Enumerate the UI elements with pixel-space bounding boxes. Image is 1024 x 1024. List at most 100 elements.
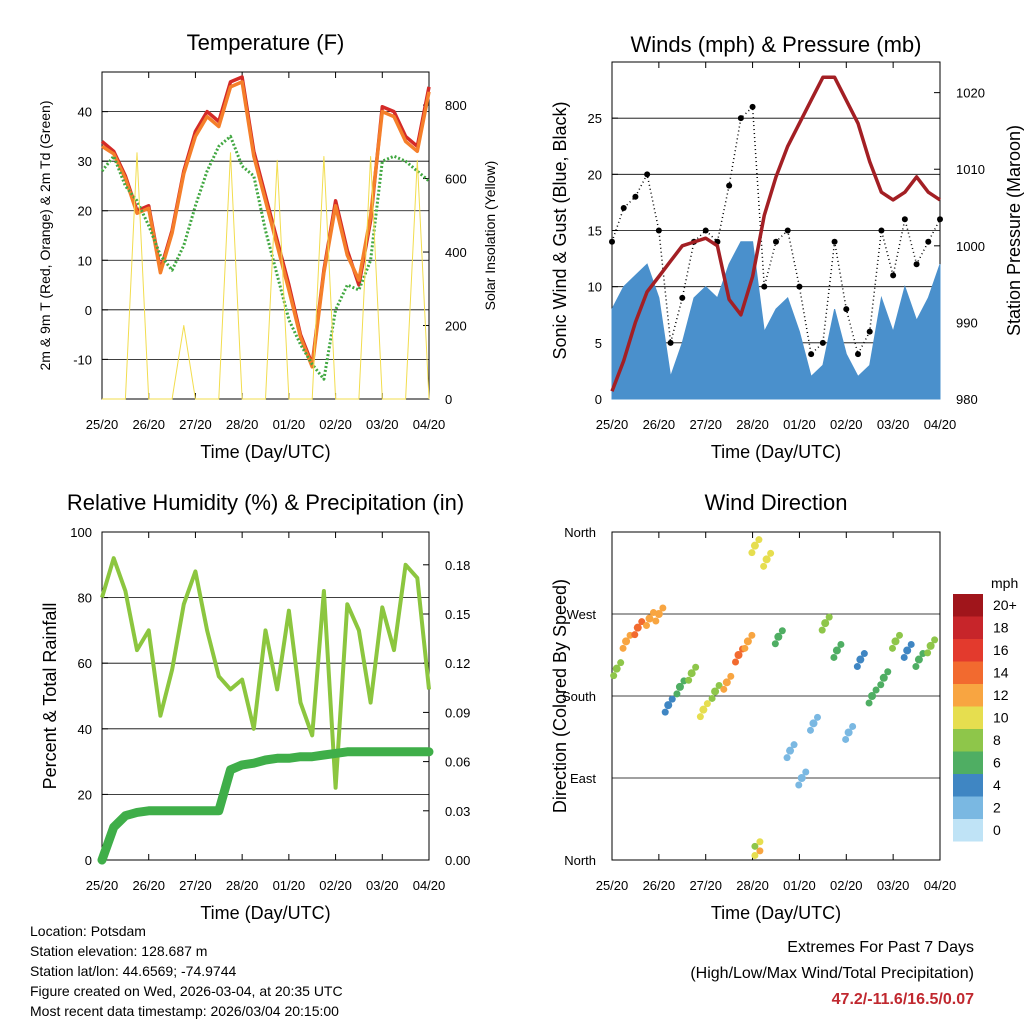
direction-point: [914, 655, 923, 664]
chart-title: Temperature (F): [187, 30, 345, 55]
direction-point: [797, 774, 806, 782]
series-gust: [611, 105, 941, 357]
gust-point: [737, 115, 744, 122]
x-tick-label: 04/20: [413, 417, 446, 432]
direction-point: [795, 781, 803, 789]
direction-point: [727, 672, 735, 680]
y-axis-label: Percent & Total Rainfall: [40, 603, 60, 790]
direction-point: [760, 562, 768, 570]
direction-point: [734, 651, 743, 659]
gust-point: [655, 227, 662, 234]
direction-point: [741, 644, 749, 652]
gust-point: [761, 283, 768, 290]
gust-point: [620, 205, 627, 212]
direction-point: [642, 622, 650, 630]
direction-point: [711, 687, 720, 696]
gust-point: [644, 171, 651, 178]
x-tick-label: 26/20: [132, 417, 165, 432]
x-axis-label: Time (Day/UTC): [711, 442, 841, 462]
direction-point: [748, 631, 756, 639]
direction-point: [696, 713, 704, 721]
y2-tick-label: 0.12: [445, 656, 470, 671]
elevation-text: Station elevation: 128.687 m: [30, 943, 208, 959]
timestamp-text: Most recent data timestamp: 2026/03/04 2…: [30, 1003, 339, 1019]
direction-point: [860, 650, 868, 658]
series-relative-humidity: [100, 556, 431, 790]
gust-point: [925, 238, 932, 245]
direction-point: [633, 623, 642, 632]
direction-point: [767, 549, 775, 557]
y-tick-label: West: [567, 607, 597, 622]
y2-axis-label: Station Pressure (Maroon): [1004, 125, 1024, 336]
legend-swatch: [953, 594, 983, 617]
y-tick-label: 20: [78, 204, 92, 219]
gust-point: [679, 294, 686, 301]
direction-point: [675, 682, 684, 691]
direction-point: [661, 708, 669, 716]
direction-point: [879, 673, 888, 682]
x-tick-label: 03/20: [877, 878, 910, 893]
direction-point: [907, 640, 915, 648]
x-tick-label: 26/20: [132, 878, 165, 893]
direction-point: [888, 644, 896, 652]
legend-label: 12: [993, 687, 1009, 703]
y-tick-label: 10: [588, 280, 602, 295]
x-tick-label: 25/20: [86, 878, 119, 893]
y-tick-label: 60: [78, 656, 92, 671]
y-tick-label: 0: [85, 853, 92, 868]
direction-point: [813, 713, 821, 721]
direction-point: [821, 619, 830, 628]
legend-label: 10: [993, 710, 1009, 726]
direction-point: [664, 701, 673, 710]
legend-swatch: [953, 684, 983, 707]
direction-point: [762, 555, 771, 564]
legend-label: 18: [993, 620, 1009, 636]
legend-label: 2: [993, 800, 1001, 816]
x-tick-label: 27/20: [689, 417, 722, 432]
y2-tick-label: 0.06: [445, 755, 470, 770]
direction-point: [786, 746, 795, 755]
gust-point: [667, 339, 674, 346]
y-tick-label: 80: [78, 591, 92, 606]
y-tick-label: 40: [78, 105, 92, 120]
x-tick-label: 28/20: [226, 878, 259, 893]
x-tick-label: 26/20: [643, 878, 676, 893]
direction-point: [703, 700, 711, 708]
y-tick-label: East: [570, 771, 596, 786]
y-tick-label: 20: [78, 787, 92, 802]
x-tick-label: 25/20: [596, 417, 629, 432]
direction-point: [748, 549, 756, 557]
direction-point: [750, 541, 759, 550]
direction-point: [778, 627, 786, 635]
x-tick-label: 28/20: [736, 878, 769, 893]
direction-point: [809, 719, 818, 728]
direction-point: [903, 646, 912, 655]
extremes-subtitle: (High/Low/Max Wind/Total Precipitation): [690, 965, 974, 982]
gust-point: [878, 227, 885, 234]
y-tick-label: 5: [595, 336, 602, 351]
y2-tick-label: 0: [445, 392, 452, 407]
extremes-box: Extremes For Past 7 Days (High/Low/Max W…: [690, 935, 974, 1013]
legend-label: 6: [993, 755, 1001, 771]
x-tick-label: 01/20: [783, 878, 816, 893]
x-tick-label: 03/20: [366, 878, 399, 893]
y2-tick-label: 1010: [956, 162, 985, 177]
direction-point: [685, 676, 693, 684]
x-tick-label: 04/20: [924, 878, 957, 893]
direction-point: [720, 685, 728, 693]
x-tick-label: 01/20: [273, 417, 306, 432]
y-tick-label: South: [562, 689, 596, 704]
x-tick-label: 04/20: [924, 417, 957, 432]
x-tick-label: 25/20: [596, 878, 629, 893]
direction-point: [818, 626, 826, 634]
chart-title: Winds (mph) & Pressure (mb): [631, 32, 922, 57]
direction-point: [774, 632, 783, 641]
y-tick-label: 20: [588, 167, 602, 182]
direction-point: [790, 741, 798, 749]
direction-point: [751, 851, 759, 859]
x-tick-label: 02/20: [319, 878, 352, 893]
direction-point: [825, 613, 833, 621]
y-tick-label: North: [564, 853, 596, 868]
y2-tick-label: 0.09: [445, 705, 470, 720]
y-tick-label: 0: [595, 392, 602, 407]
